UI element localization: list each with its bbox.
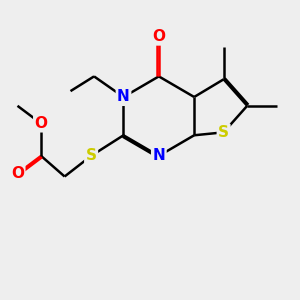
Text: N: N (117, 89, 130, 104)
Text: S: S (85, 148, 97, 164)
Text: O: O (34, 116, 48, 131)
Text: N: N (152, 148, 165, 164)
Text: O: O (152, 29, 165, 44)
Text: S: S (218, 125, 229, 140)
Text: O: O (11, 166, 24, 181)
